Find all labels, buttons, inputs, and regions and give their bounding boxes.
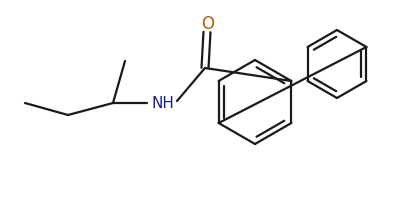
Text: O: O: [202, 15, 214, 33]
Text: NH: NH: [152, 96, 174, 111]
